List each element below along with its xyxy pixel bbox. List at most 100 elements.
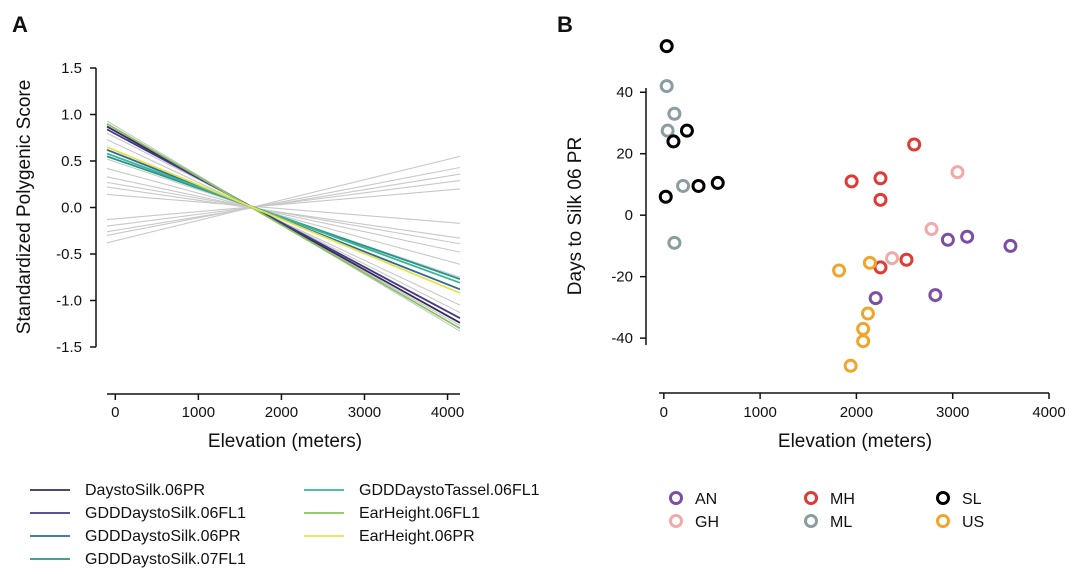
panel-a-background-lines bbox=[106, 120, 461, 332]
panel-b-x-axis-label: Elevation (meters) bbox=[778, 431, 932, 452]
background-trait-line bbox=[106, 155, 461, 244]
panel-b-points bbox=[658, 39, 1018, 373]
legend-b-marker bbox=[804, 514, 818, 528]
background-trait-line bbox=[106, 193, 461, 224]
panel-a-y-axis-label: Standardized Polygenic Score bbox=[14, 80, 35, 335]
legend-b-label: US bbox=[962, 514, 984, 531]
scatter-point-us bbox=[843, 358, 858, 373]
scatter-point-ml bbox=[667, 235, 682, 250]
panel-b-y-axis-label: Days to Silk 06 PR bbox=[565, 137, 586, 295]
legend-b-marker bbox=[936, 514, 950, 528]
legend-a-label: GDDDaystoTassel.06FL1 bbox=[359, 482, 540, 499]
scatter-point-sl bbox=[679, 123, 694, 138]
panel-a-y-tick-label: 0.5 bbox=[61, 153, 82, 170]
background-trait-line bbox=[106, 188, 461, 221]
panel-b-ticks: 0 1000 2000 3000 4000 40 20 0 -20 -40 bbox=[611, 84, 1065, 421]
legend-b-label: ML bbox=[830, 514, 852, 531]
panel-a-y-tick-label: -1.5 bbox=[56, 339, 82, 356]
panel-label-a: A bbox=[12, 12, 28, 37]
legend-b-marker bbox=[804, 491, 818, 505]
scatter-point-mh bbox=[873, 192, 888, 207]
panel-b-x-tick-label: 0 bbox=[660, 404, 668, 421]
legend-b-label: MH bbox=[830, 491, 855, 508]
series-line bbox=[106, 152, 461, 284]
panel-a-ticks: 0 1000 2000 3000 4000 1.5 1.0 0.5 0.0 -0.5 -1.0 -1.… bbox=[56, 60, 464, 421]
scatter-point-ml bbox=[667, 106, 682, 121]
scatter-point-mh bbox=[899, 252, 914, 267]
scatter-point-ml bbox=[659, 79, 674, 94]
panel-b-y-tick-label: -40 bbox=[611, 330, 633, 347]
panel-a-y-tick-label: -0.5 bbox=[56, 246, 82, 263]
panel-a-y-tick-label: 1.5 bbox=[61, 60, 82, 77]
panel-b-x-tick-label: 1000 bbox=[743, 404, 776, 421]
legend-a-label: GDDDaystoSilk.07FL1 bbox=[85, 551, 246, 568]
series-line bbox=[106, 128, 461, 319]
legend-a-label: GDDDaystoSilk.06FL1 bbox=[85, 505, 246, 522]
panel-a-x-tick-label: 3000 bbox=[348, 404, 381, 421]
panel-b-y-tick-label: 40 bbox=[616, 84, 633, 101]
panel-b-x-tick-label: 3000 bbox=[936, 404, 969, 421]
background-trait-line bbox=[106, 139, 461, 306]
scatter-point-gh bbox=[950, 165, 965, 180]
panel-a-x-axis-label: Elevation (meters) bbox=[208, 431, 362, 452]
panel-a-x-tick-label: 1000 bbox=[182, 404, 215, 421]
panel-a-x-tick-label: 0 bbox=[111, 404, 119, 421]
legend-a-label: GDDDaystoSilk.06PR bbox=[85, 528, 241, 545]
scatter-point-an bbox=[928, 288, 943, 303]
panel-a-y-tick-label: 0.0 bbox=[61, 200, 82, 217]
scatter-point-mh bbox=[907, 137, 922, 152]
panel-b-legend: AN GH MH ML SL US bbox=[669, 491, 984, 531]
legend-b-label: AN bbox=[695, 491, 717, 508]
scatter-point-an bbox=[960, 229, 975, 244]
scatter-point-sl bbox=[710, 175, 725, 190]
series-line bbox=[106, 146, 461, 294]
scatter-point-an bbox=[1003, 238, 1018, 253]
scatter-point-us bbox=[856, 334, 871, 349]
legend-a-label: EarHeight.06FL1 bbox=[359, 505, 480, 522]
scatter-point-mh bbox=[873, 171, 888, 186]
panel-b-y-tick-label: -20 bbox=[611, 269, 633, 286]
legend-b-marker bbox=[669, 491, 683, 505]
panel-b: 0 1000 2000 3000 4000 40 20 0 -20 -40 Elevation (… bbox=[565, 39, 1066, 452]
scatter-point-us bbox=[860, 306, 875, 321]
panel-b-x-tick-label: 4000 bbox=[1032, 404, 1065, 421]
scatter-point-sl bbox=[691, 178, 706, 193]
scatter-point-ml bbox=[676, 178, 691, 193]
background-trait-line bbox=[106, 173, 461, 233]
scatter-point-gh bbox=[885, 251, 900, 266]
legend-b-marker bbox=[669, 514, 683, 528]
panel-label-b: B bbox=[557, 12, 573, 37]
background-trait-line bbox=[106, 167, 461, 265]
legend-b-label: GH bbox=[695, 514, 719, 531]
scatter-point-mh bbox=[844, 174, 859, 189]
panel-b-y-tick-label: 20 bbox=[616, 146, 633, 163]
background-trait-line bbox=[106, 186, 461, 239]
panel-a: 0 1000 2000 3000 4000 1.5 1.0 0.5 0.0 -0.5 -1.0 -1.… bbox=[14, 60, 464, 452]
scatter-point-gh bbox=[924, 222, 939, 237]
background-trait-line bbox=[106, 166, 461, 236]
scatter-point-us bbox=[856, 321, 871, 336]
legend-b-label: SL bbox=[962, 491, 982, 508]
scatter-point-us bbox=[862, 255, 877, 270]
background-trait-line bbox=[106, 176, 461, 253]
scatter-point-sl bbox=[658, 189, 673, 204]
panel-a-series-lines bbox=[106, 123, 461, 330]
scatter-point-sl bbox=[666, 134, 681, 149]
scatter-point-an bbox=[868, 291, 883, 306]
legend-a-label: EarHeight.06PR bbox=[359, 528, 475, 545]
scatter-point-ml bbox=[660, 123, 675, 138]
panel-a-y-tick-label: -1.0 bbox=[56, 293, 82, 310]
legend-a-label: DaystoSilk.06PR bbox=[85, 482, 205, 499]
panel-a-x-tick-label: 4000 bbox=[431, 404, 464, 421]
scatter-point-sl bbox=[659, 39, 674, 54]
panel-a-y-tick-label: 1.0 bbox=[61, 107, 82, 124]
scatter-point-us bbox=[832, 263, 847, 278]
panel-a-legend: DaystoSilk.06PR GDDDaystoSilk.06FL1 GDDDay… bbox=[30, 482, 540, 568]
panel-b-y-tick-label: 0 bbox=[625, 207, 633, 224]
scatter-point-an bbox=[940, 232, 955, 247]
series-line bbox=[106, 123, 461, 330]
panel-b-x-tick-label: 2000 bbox=[840, 404, 873, 421]
panel-a-x-tick-label: 2000 bbox=[265, 404, 298, 421]
legend-b-marker bbox=[936, 491, 950, 505]
